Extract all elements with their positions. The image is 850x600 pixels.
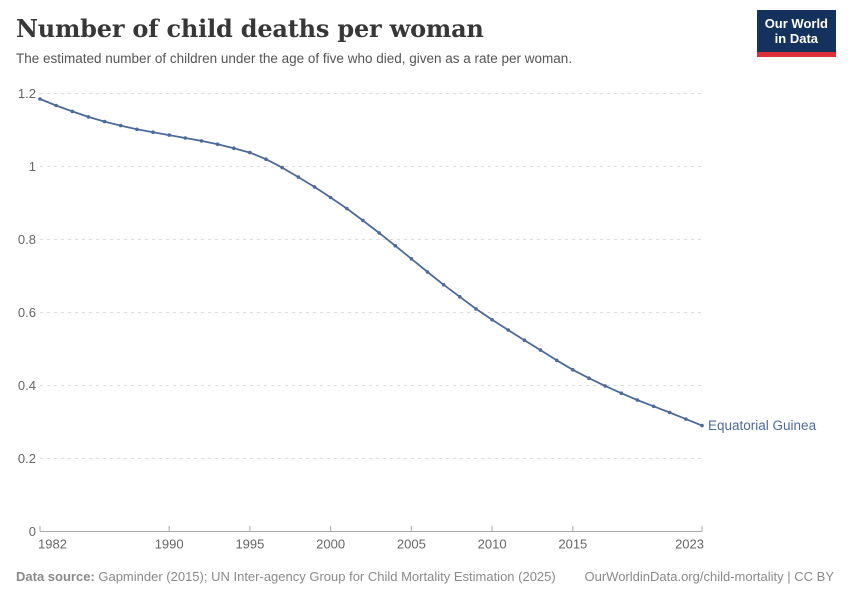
data-point[interactable] (667, 410, 672, 415)
data-point[interactable] (167, 133, 171, 137)
data-point[interactable] (522, 338, 527, 343)
y-tick-label: 1 (29, 159, 36, 174)
data-point[interactable] (361, 218, 365, 223)
data-point[interactable] (425, 270, 430, 274)
data-point[interactable] (232, 146, 236, 150)
data-point[interactable] (86, 115, 91, 119)
data-point[interactable] (102, 119, 107, 124)
data-point[interactable] (619, 391, 624, 396)
data-point[interactable] (603, 384, 607, 388)
data-point[interactable] (635, 398, 640, 402)
data-point[interactable] (118, 123, 123, 128)
data-point[interactable] (296, 175, 301, 179)
data-point[interactable] (135, 127, 139, 132)
data-point[interactable] (151, 130, 155, 134)
data-source-label: Data source: (16, 569, 95, 584)
data-point[interactable] (700, 423, 704, 428)
data-point[interactable] (651, 404, 656, 409)
data-point[interactable] (538, 348, 543, 352)
owid-logo-line2: in Data (774, 31, 819, 47)
x-tick-label: 2005 (397, 537, 426, 552)
data-point[interactable] (490, 318, 494, 322)
x-tick-label: 1990 (155, 537, 184, 552)
x-tick-label: 1982 (38, 537, 67, 552)
data-point[interactable] (571, 368, 575, 372)
data-point[interactable] (409, 257, 414, 261)
y-tick-label: 0.8 (18, 232, 36, 247)
data-point[interactable] (54, 103, 58, 108)
data-point[interactable] (248, 150, 252, 155)
chart-footer: Data source: Gapminder (2015); UN Inter-… (16, 569, 834, 584)
data-point[interactable] (474, 307, 478, 311)
data-point[interactable] (458, 295, 462, 299)
entity-label[interactable]: Equatorial Guinea (708, 418, 817, 433)
data-source: Data source: Gapminder (2015); UN Inter-… (16, 569, 556, 584)
data-point[interactable] (183, 136, 188, 140)
data-point[interactable] (506, 328, 511, 332)
y-tick-label: 0.6 (18, 305, 36, 320)
owid-logo[interactable]: Our World in Data (756, 10, 836, 57)
data-point[interactable] (70, 109, 75, 114)
data-line[interactable] (39, 98, 703, 427)
y-tick-label: 0.4 (18, 378, 36, 393)
data-point[interactable] (377, 231, 381, 235)
owid-url-link[interactable]: OurWorldinData.org/child-mortality | CC … (584, 569, 835, 584)
x-tick-label: 2010 (478, 537, 507, 552)
data-point[interactable] (684, 417, 688, 421)
x-tick-label: 2023 (675, 537, 704, 552)
page-title: Number of child deaths per woman (16, 14, 484, 43)
data-point[interactable] (587, 376, 591, 381)
page-subtitle: The estimated number of children under t… (16, 51, 573, 66)
data-point[interactable] (312, 185, 317, 189)
data-point[interactable] (393, 243, 398, 248)
data-point[interactable] (345, 206, 349, 211)
x-tick-label: 1995 (235, 537, 264, 552)
y-tick-label: 0 (29, 524, 36, 539)
data-point[interactable] (38, 97, 42, 101)
data-point[interactable] (280, 165, 285, 170)
data-source-text: Gapminder (2015); UN Inter-agency Group … (94, 569, 556, 584)
data-point[interactable] (554, 358, 559, 363)
owid-logo-line1: Our World (764, 16, 828, 31)
x-tick-label: 2000 (316, 537, 345, 552)
data-point[interactable] (441, 283, 446, 287)
data-point[interactable] (328, 195, 333, 200)
data-point[interactable] (199, 139, 204, 143)
y-tick-label: 1.2 (18, 86, 36, 101)
y-tick-label: 0.2 (18, 451, 36, 466)
x-tick-label: 2015 (558, 537, 587, 552)
data-point[interactable] (264, 157, 268, 161)
data-point[interactable] (215, 142, 220, 146)
